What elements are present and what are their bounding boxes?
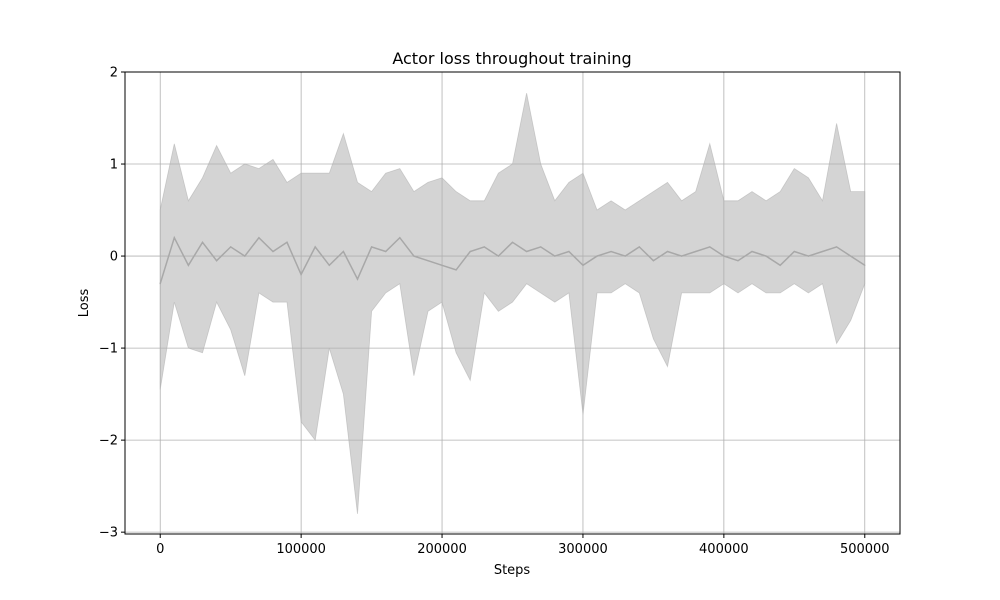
series-point [821, 250, 824, 253]
y-tick-label: −1 [99, 342, 118, 357]
series-point [709, 246, 711, 248]
series-point [230, 246, 232, 248]
series-point [413, 255, 415, 257]
y-axis-ticks: −3 −2 −1 0 1 2 [99, 66, 125, 541]
y-tick-label: −3 [99, 526, 118, 541]
series-point [652, 260, 655, 262]
series-line-layer [159, 235, 866, 285]
series-point [695, 250, 697, 253]
series-point [497, 255, 499, 257]
series-point [455, 269, 457, 271]
series-point [582, 264, 584, 266]
y-tick-label: 0 [110, 250, 118, 265]
series-point [483, 246, 485, 248]
series-point [328, 264, 330, 266]
series-point [666, 250, 669, 253]
series-point [568, 250, 570, 253]
series-point [385, 250, 387, 253]
series-point [793, 250, 795, 253]
series-point [807, 255, 810, 257]
series-point [244, 255, 246, 257]
chart-title: Actor loss throughout training [392, 49, 631, 68]
series-point [441, 264, 443, 266]
series-point [836, 246, 838, 248]
series-point [850, 255, 852, 257]
series-point [751, 250, 753, 253]
y-tick-label: 1 [110, 158, 118, 173]
series-point [300, 273, 302, 276]
x-tick-label: 200000 [417, 542, 467, 557]
series-point [399, 237, 401, 239]
series-point [159, 283, 161, 285]
series-range-band [159, 93, 866, 514]
series-point [216, 260, 218, 262]
series-band-layer [159, 93, 866, 514]
series-point [371, 246, 373, 248]
x-axis-label: Steps [494, 563, 531, 578]
series-point [469, 250, 471, 253]
series-point [737, 260, 739, 262]
y-axis-label: Loss [77, 289, 92, 318]
plot-area-frame [124, 71, 901, 535]
series-point [272, 250, 274, 253]
series-point [723, 255, 725, 257]
series-point [638, 246, 640, 248]
x-tick-label: 400000 [699, 542, 749, 557]
series-point [610, 250, 612, 253]
series-point [540, 246, 542, 248]
series-point [554, 255, 556, 257]
series-point [187, 264, 189, 266]
series-point [342, 250, 344, 253]
y-tick-label: −2 [99, 434, 118, 449]
series-point [526, 250, 528, 253]
x-tick-label: 100000 [276, 542, 326, 557]
series-point [596, 255, 598, 257]
series-point [511, 241, 514, 243]
series-point [427, 260, 429, 262]
series-point [258, 237, 260, 239]
series-point [864, 264, 866, 266]
x-tick-label: 300000 [558, 542, 608, 557]
series-point [314, 246, 316, 248]
series-point [201, 241, 204, 243]
series-point [779, 264, 781, 266]
x-tick-label: 500000 [840, 542, 890, 557]
series-point [765, 255, 767, 257]
x-axis-ticks: 0 100000 200000 300000 400000 500000 [156, 534, 890, 557]
y-tick-label: 2 [110, 66, 118, 81]
series-point [681, 255, 683, 257]
series-point [356, 278, 359, 280]
series-point [286, 241, 288, 243]
series-point [624, 255, 626, 257]
x-tick-label: 0 [156, 542, 164, 557]
series-point [173, 237, 175, 239]
